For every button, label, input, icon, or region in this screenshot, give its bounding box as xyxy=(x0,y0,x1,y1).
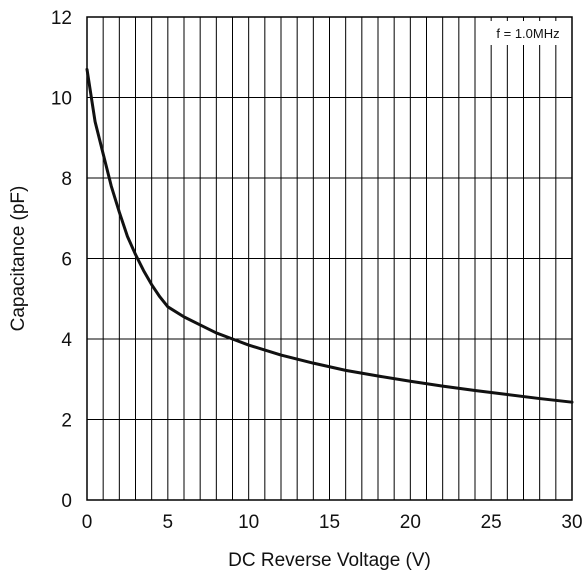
x-tick-label: 15 xyxy=(319,512,340,533)
x-tick-label: 20 xyxy=(400,512,421,533)
frequency-annotation: f = 1.0MHz xyxy=(487,21,569,45)
y-tick-label: 12 xyxy=(51,8,72,29)
x-tick-label: 10 xyxy=(238,512,259,533)
x-tick-label: 30 xyxy=(561,512,582,533)
x-axis-tick-labels: 0 5 10 15 20 25 30 xyxy=(82,512,583,533)
y-tick-label: 0 xyxy=(61,491,72,512)
x-tick-label: 0 xyxy=(82,512,93,533)
annotation-text: f = 1.0MHz xyxy=(496,26,559,41)
annotation-box xyxy=(487,21,569,45)
y-tick-label: 4 xyxy=(61,330,72,351)
y-tick-label: 6 xyxy=(61,250,72,271)
capacitance-curve xyxy=(85,67,574,404)
y-axis-title: Capacitance (pF) xyxy=(8,186,29,332)
horizontal-gridlines xyxy=(87,97,572,420)
x-axis-title: DC Reverse Voltage (V) xyxy=(228,550,431,571)
x-tick-label: 5 xyxy=(163,512,174,533)
y-tick-label: 2 xyxy=(61,411,72,432)
plot-frame xyxy=(86,16,573,501)
y-tick-label: 10 xyxy=(51,89,72,110)
x-tick-label: 25 xyxy=(481,512,502,533)
y-axis-tick-labels: 0 2 4 6 8 10 12 xyxy=(51,8,73,512)
y-tick-label: 8 xyxy=(61,169,72,190)
